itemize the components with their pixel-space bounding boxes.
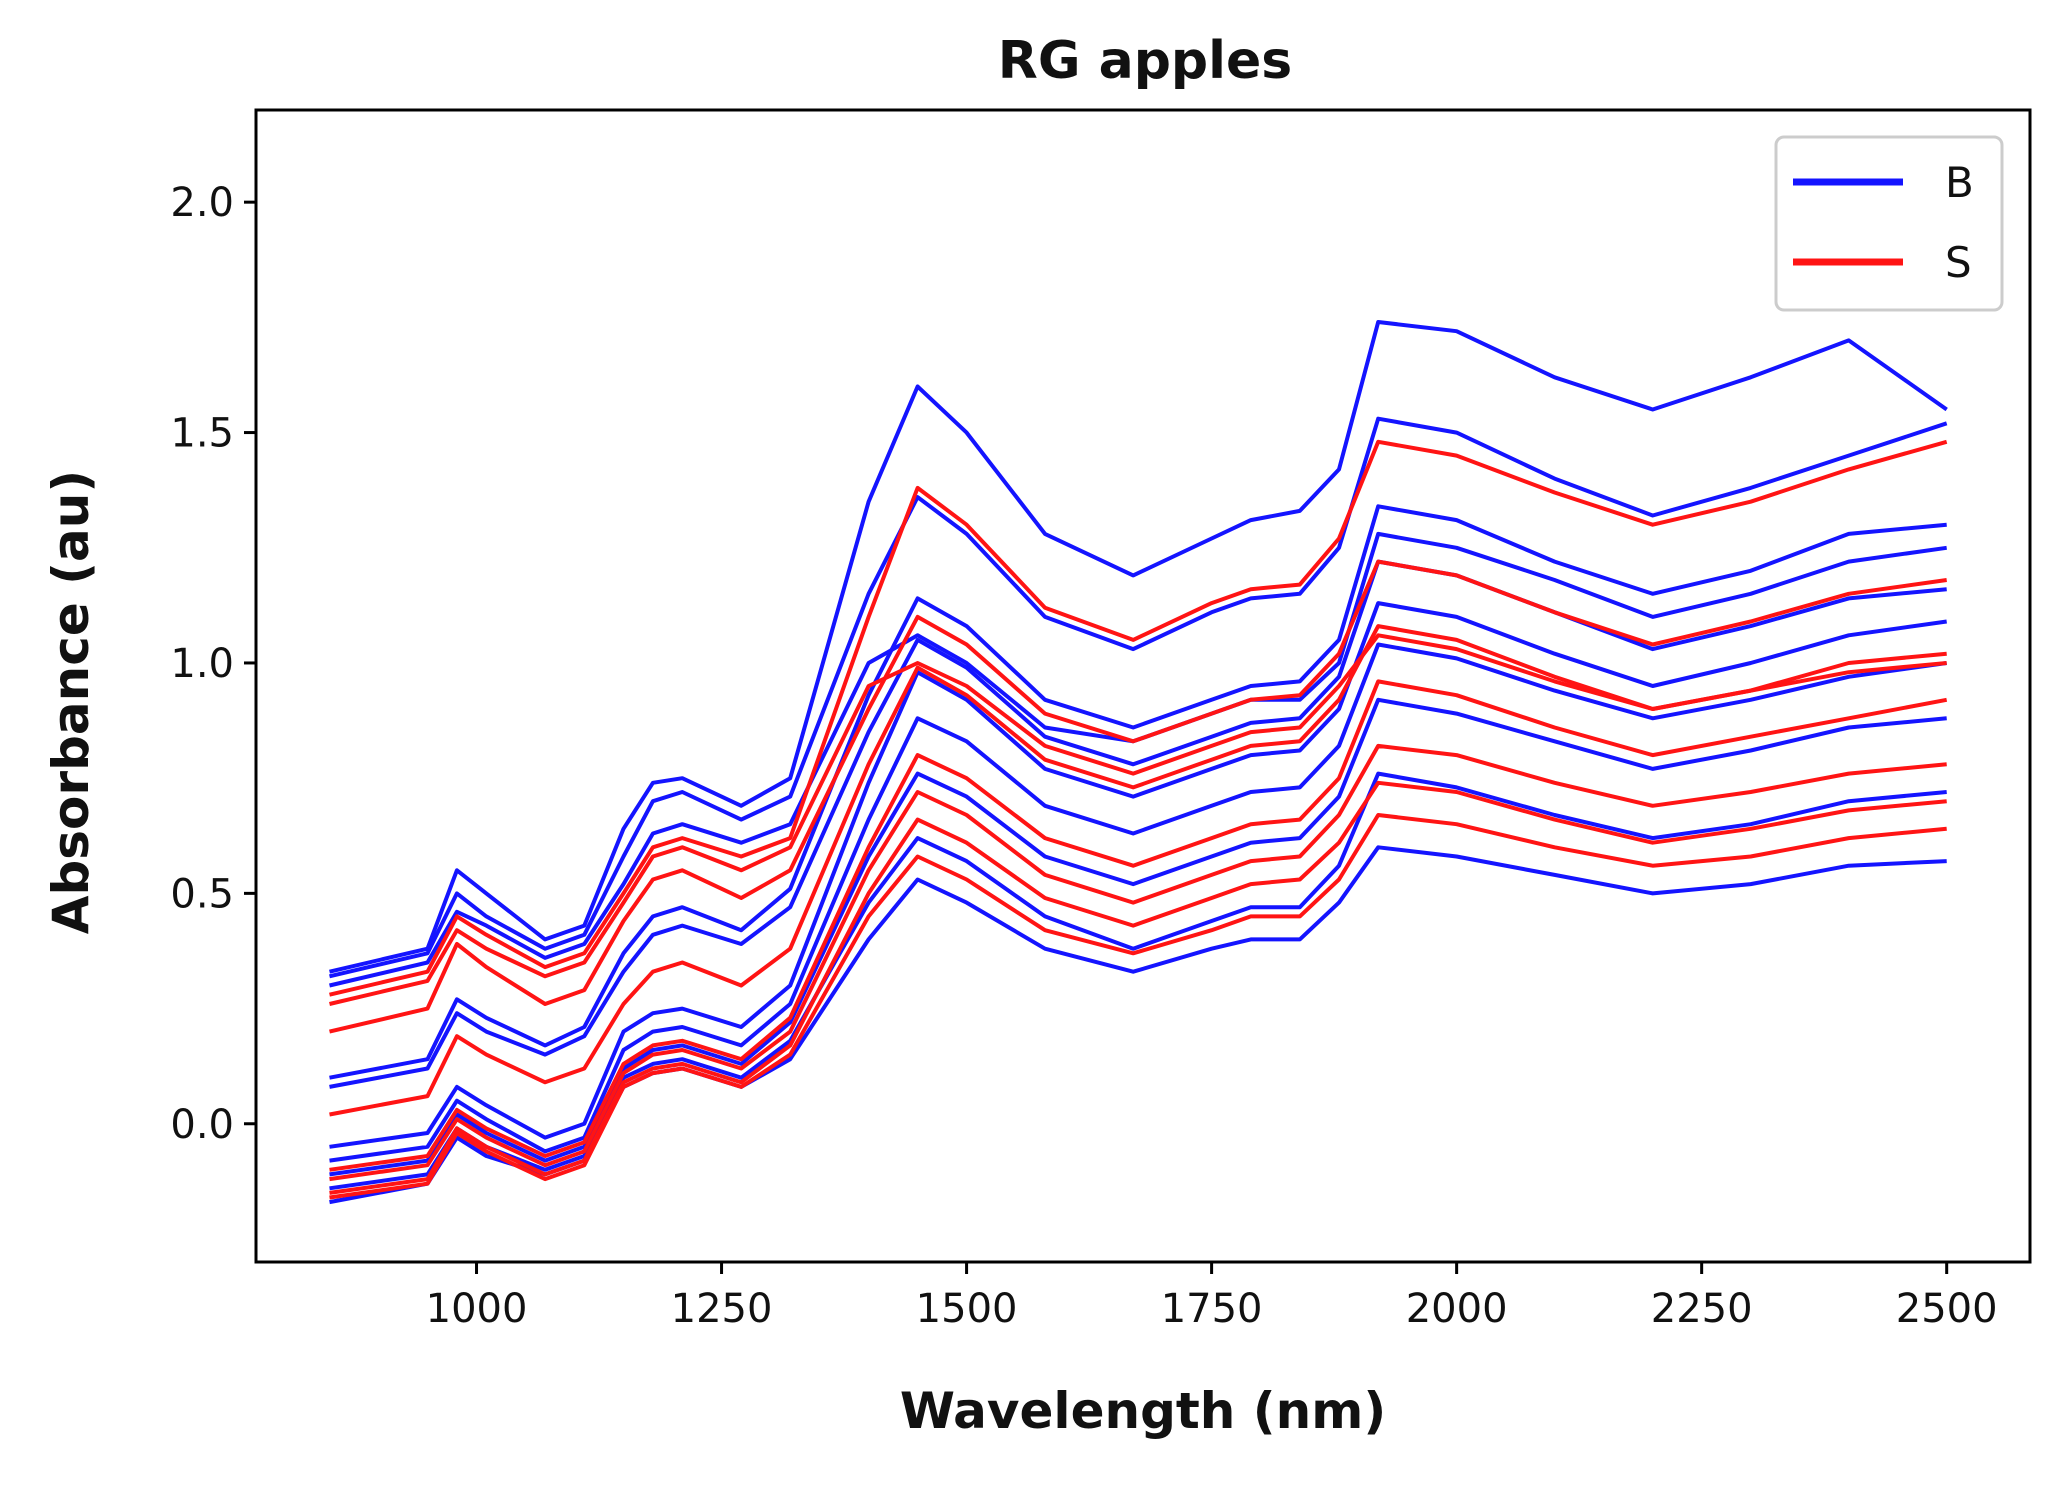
legend: B S: [1774, 135, 2004, 312]
x-tick-label: 1250: [671, 1286, 773, 1332]
series-line-s-16: [329, 780, 1947, 1195]
series-line-b-1: [329, 320, 1948, 974]
series-line-s-10: [329, 439, 1948, 997]
series-group: [329, 320, 1948, 1205]
y-tick-label: 1.0: [170, 641, 234, 687]
x-tick-label: 2500: [1896, 1286, 1998, 1332]
y-tick-label: 1.5: [170, 411, 234, 457]
series-line-b-6: [329, 642, 1947, 1163]
series-line-b-2: [329, 416, 1948, 979]
series-line-s-17: [329, 813, 1947, 1200]
legend-label-s: S: [1945, 238, 1972, 287]
legend-label-b: B: [1945, 158, 1974, 207]
y-ticks: 0.0 0.5 1.0 1.5 2.0: [170, 180, 256, 1148]
series-line-s-12: [329, 559, 1947, 1034]
series-line-b-5: [329, 601, 1947, 1149]
y-tick-label: 0.0: [170, 1102, 234, 1148]
series-line-b-3: [329, 504, 1947, 1080]
series-line-b-7: [329, 697, 1947, 1177]
chart-title: RG apples: [998, 31, 1292, 91]
series-line-s-11: [329, 633, 1947, 1006]
x-tick-label: 1750: [1161, 1286, 1263, 1332]
series-line-s-14: [329, 679, 1948, 1172]
y-tick-label: 2.0: [170, 180, 234, 226]
x-ticks: 1000 1250 1500 1750 2000 2250 2500: [426, 1262, 1998, 1332]
x-tick-label: 2250: [1651, 1286, 1753, 1332]
x-tick-label: 1500: [916, 1286, 1018, 1332]
plot-frame: [254, 108, 2032, 1264]
y-tick-label: 0.5: [170, 871, 234, 917]
series-line-b-0: [329, 531, 1947, 988]
series-line-s-13: [329, 624, 1947, 1117]
series-line-b-4: [329, 559, 1947, 1089]
series-line-b-8: [329, 771, 1947, 1191]
x-tick-label: 1000: [426, 1286, 528, 1332]
series-line-s-15: [329, 743, 1947, 1182]
y-axis-label: Absorbance (au): [42, 470, 100, 934]
x-tick-label: 2000: [1406, 1286, 1508, 1332]
x-axis-label: Wavelength (nm): [900, 1382, 1386, 1440]
